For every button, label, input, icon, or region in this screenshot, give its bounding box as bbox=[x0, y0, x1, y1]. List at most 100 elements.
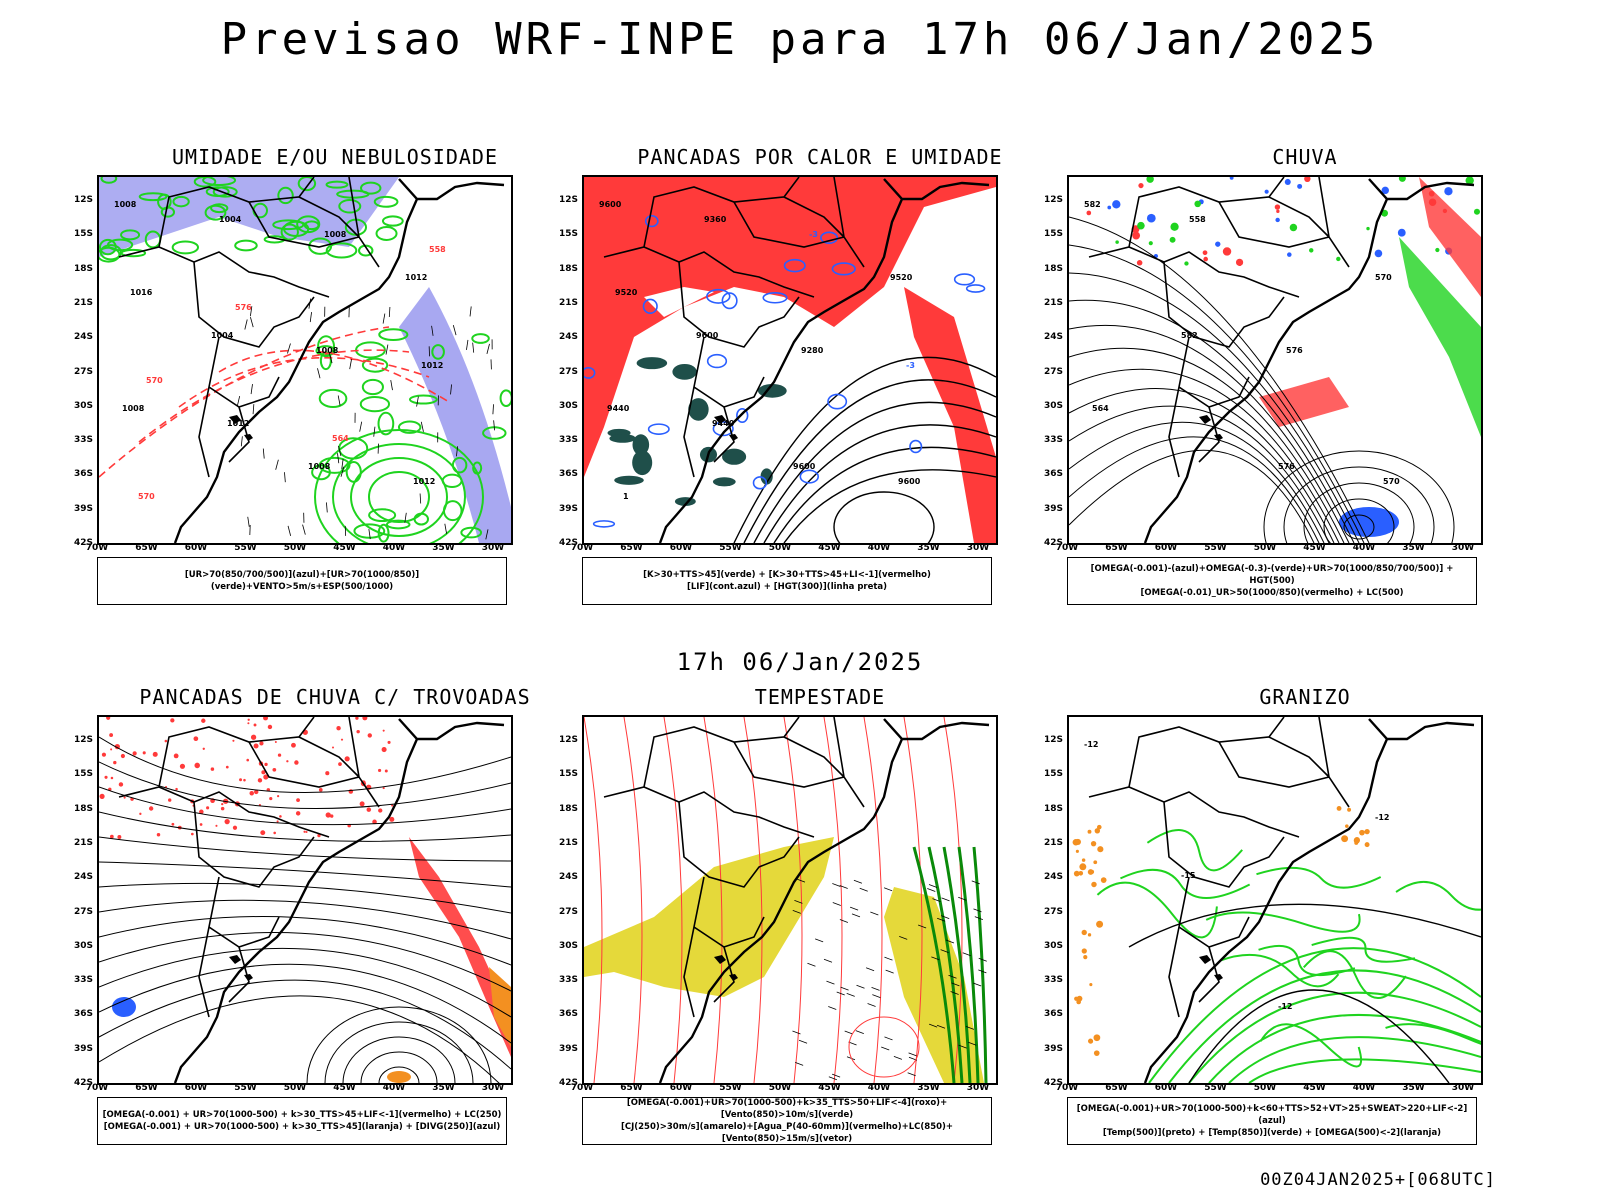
contour-label: 558 bbox=[1189, 215, 1206, 224]
contour-label: 558 bbox=[429, 245, 446, 254]
lon-label: 55W bbox=[234, 1083, 257, 1093]
lon-label: 55W bbox=[1204, 543, 1227, 553]
map-graphic: -12 -15 -12 -12 bbox=[1072, 717, 1481, 1083]
lon-label: 65W bbox=[135, 543, 158, 553]
lon-label: 35W bbox=[1402, 543, 1425, 553]
contour-label: 9600 bbox=[793, 462, 816, 471]
lat-label: 21S bbox=[73, 837, 93, 848]
legend-line: [OMEGA(-0.001)+UR>70(1000-500)+k>35_TTS>… bbox=[626, 1098, 948, 1120]
lat-label: 33S bbox=[73, 975, 93, 986]
main-title: Previsao WRF-INPE para 17h 06/Jan/2025 bbox=[220, 14, 1380, 65]
lon-label: 60W bbox=[669, 543, 693, 553]
contour-label: 1004 bbox=[219, 215, 242, 224]
lat-label: 39S bbox=[1043, 503, 1063, 514]
map-graphic: 9600 9600 9600 9520 9440 9360 9280 9600 9520 9440… bbox=[584, 177, 996, 543]
contour-label: 9520 bbox=[615, 288, 638, 297]
contour-label: -15 bbox=[1181, 871, 1196, 880]
lon-label: 55W bbox=[719, 543, 742, 553]
lat-label: 30S bbox=[1043, 400, 1063, 411]
lon-label: 70W bbox=[570, 543, 594, 553]
contour-label: 576 bbox=[235, 303, 252, 312]
panel-title: CHUVA bbox=[1272, 145, 1338, 169]
lon-label: 50W bbox=[283, 543, 307, 553]
contour-label: 9280 bbox=[801, 346, 824, 355]
contour-label: -12 bbox=[1278, 1002, 1292, 1011]
map-area: 9600 9600 9600 9520 9440 9360 9280 9600 9520 9440… bbox=[582, 175, 998, 545]
lat-label: 21S bbox=[1043, 837, 1063, 848]
contour-label: -12 bbox=[1084, 740, 1098, 749]
lon-label: 40W bbox=[382, 543, 406, 553]
lon-label: 45W bbox=[818, 1083, 841, 1093]
contour-label: -3 bbox=[809, 230, 818, 239]
map-graphic: 1008 1004 1008 1012 1008 1004 1008 1012 1016 1012… bbox=[99, 177, 511, 543]
lat-label: 36S bbox=[73, 1009, 93, 1020]
contour-label: 1012 bbox=[421, 361, 443, 370]
lon-label: 55W bbox=[1204, 1083, 1227, 1093]
contour-label: 9440 bbox=[712, 419, 735, 428]
lon-label: 30W bbox=[481, 543, 505, 553]
lat-label: 33S bbox=[73, 435, 93, 446]
lon-label: 30W bbox=[481, 1083, 505, 1093]
panel-legend: [OMEGA(-0.001)+UR>70(1000-500)+k>35_TTS>… bbox=[582, 1097, 992, 1145]
lat-label: 12S bbox=[73, 735, 93, 745]
contour-label: 564 bbox=[1092, 404, 1109, 413]
panel-legend: [K>30+TTS>45](verde) + [K>30+TTS>45+LI<-… bbox=[582, 557, 992, 605]
lat-label: 36S bbox=[558, 1009, 578, 1020]
legend-line: [UR>70(850/700/500)](azul)+[UR>70(1000/8… bbox=[184, 570, 420, 592]
panel-title: PANCADAS POR CALOR E UMIDADE bbox=[637, 145, 1003, 169]
contour-label: -3 bbox=[906, 361, 915, 370]
lon-label: 60W bbox=[1154, 1083, 1178, 1093]
lat-label: 15S bbox=[73, 769, 93, 780]
lon-label: 30W bbox=[1451, 543, 1475, 553]
lon-label: 45W bbox=[333, 1083, 356, 1093]
lat-label: 27S bbox=[73, 366, 93, 377]
contour-label: 576 bbox=[1278, 462, 1295, 471]
panel-title: UMIDADE E/OU NEBULOSIDADE bbox=[171, 145, 499, 169]
lat-label: 30S bbox=[73, 400, 93, 411]
lon-label: 65W bbox=[620, 543, 643, 553]
lon-label: 40W bbox=[1352, 1083, 1376, 1093]
contour-label: 1012 bbox=[405, 273, 427, 282]
contour-label: -12 bbox=[1375, 813, 1389, 822]
map-area: 582 582 576 570 564 558 576 570 bbox=[1067, 175, 1483, 545]
lat-label: 18S bbox=[73, 803, 93, 814]
lat-label: 42S bbox=[1043, 1078, 1063, 1088]
map-panel-pancadas: PANCADAS POR CALOR E UMIDADE 9600 9600 9600… bbox=[559, 145, 1080, 625]
lat-label: 18S bbox=[558, 263, 578, 274]
panel-legend: [OMEGA(-0.001) + UR>70(1000-500) + k>30_… bbox=[97, 1097, 507, 1145]
lon-label: 40W bbox=[867, 1083, 891, 1093]
lat-label: 21S bbox=[1043, 297, 1063, 308]
map-panel-trovoadas: PANCADAS DE CHUVA C/ TROVOADAS 12S 15S 18S 2… bbox=[74, 685, 595, 1165]
map-panel-granizo: GRANIZO -12 -15 -12 -12 12S 15S 18S 21S 24S 27S 30S… bbox=[1044, 685, 1565, 1165]
lat-label: 24S bbox=[1043, 872, 1063, 883]
lat-label: 27S bbox=[73, 906, 93, 917]
lat-label: 42S bbox=[73, 1078, 93, 1088]
lat-label: 30S bbox=[1043, 940, 1063, 951]
contour-label: 9440 bbox=[607, 404, 630, 413]
contour-label: 1012 bbox=[413, 477, 435, 486]
contour-label: 570 bbox=[1375, 273, 1392, 282]
lon-label: 45W bbox=[818, 543, 841, 553]
legend-line: [K>30+TTS>45](verde) + [K>30+TTS>45+LI<-… bbox=[643, 570, 931, 580]
panel-legend: [UR>70(850/700/500)](azul)+[UR>70(1000/8… bbox=[97, 557, 507, 605]
lon-label: 35W bbox=[917, 543, 940, 553]
lat-label: 42S bbox=[558, 538, 578, 548]
lat-label: 33S bbox=[558, 975, 578, 986]
lat-label: 12S bbox=[1043, 735, 1063, 745]
lat-label: 27S bbox=[558, 366, 578, 377]
contour-label: 1 bbox=[623, 492, 629, 501]
lat-label: 21S bbox=[73, 297, 93, 308]
lon-label: 35W bbox=[1402, 1083, 1425, 1093]
lon-label: 65W bbox=[1105, 1083, 1128, 1093]
lat-label: 30S bbox=[558, 400, 578, 411]
legend-line: [Temp(500)](preto) + [Temp(850)](verde) … bbox=[1102, 1128, 1442, 1138]
contour-label: 1012 bbox=[227, 419, 249, 428]
contour-label: 9360 bbox=[704, 215, 727, 224]
lat-label: 24S bbox=[73, 332, 93, 343]
lat-label: 42S bbox=[73, 538, 93, 548]
legend-line: [OMEGA(-0.001)-(azul)+OMEGA(-0.3)-(verde… bbox=[1090, 564, 1454, 586]
lon-label: 60W bbox=[184, 1083, 208, 1093]
lat-label: 12S bbox=[1043, 195, 1063, 205]
contour-label: 564 bbox=[332, 434, 349, 443]
contour-label: 582 bbox=[1181, 331, 1198, 340]
